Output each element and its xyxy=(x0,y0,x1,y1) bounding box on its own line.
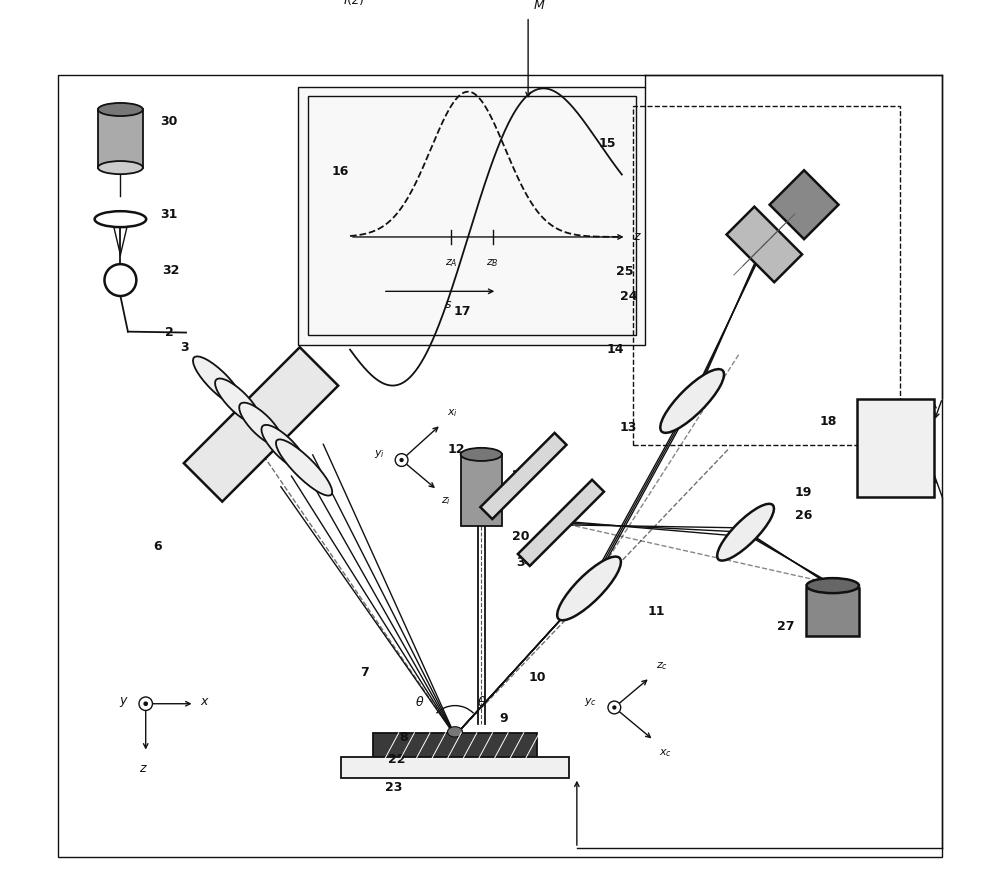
Ellipse shape xyxy=(239,402,283,446)
Text: 11: 11 xyxy=(648,606,665,619)
Ellipse shape xyxy=(95,211,146,228)
Text: 6: 6 xyxy=(154,540,162,553)
Text: $x_c$: $x_c$ xyxy=(659,747,672,759)
Text: $z_c$: $z_c$ xyxy=(656,660,668,672)
Text: 25: 25 xyxy=(616,265,633,278)
Text: $M$: $M$ xyxy=(533,0,545,12)
Ellipse shape xyxy=(276,439,332,495)
Text: 22: 22 xyxy=(388,752,406,766)
Polygon shape xyxy=(184,347,338,501)
Text: 18: 18 xyxy=(819,415,837,428)
Ellipse shape xyxy=(557,556,621,620)
Polygon shape xyxy=(727,206,802,283)
Text: 19: 19 xyxy=(795,487,812,500)
Text: 31: 31 xyxy=(160,208,177,221)
Ellipse shape xyxy=(717,504,774,561)
Bar xyxy=(98,109,143,168)
Circle shape xyxy=(608,701,621,714)
Text: 10: 10 xyxy=(529,671,546,684)
Text: $y$: $y$ xyxy=(119,695,129,709)
Text: $I(z)$: $I(z)$ xyxy=(343,0,363,7)
Circle shape xyxy=(612,705,617,710)
Bar xyxy=(857,399,934,497)
Circle shape xyxy=(395,453,408,466)
Text: $\theta$: $\theta$ xyxy=(477,695,486,709)
Text: $y_i$: $y_i$ xyxy=(374,448,385,460)
Polygon shape xyxy=(480,433,567,519)
Bar xyxy=(461,454,502,526)
Text: 33: 33 xyxy=(194,360,212,373)
Text: $\theta$: $\theta$ xyxy=(415,695,424,709)
Text: $z_A$: $z_A$ xyxy=(445,257,458,270)
Polygon shape xyxy=(518,480,604,566)
Bar xyxy=(633,106,900,445)
Text: 26: 26 xyxy=(795,509,812,522)
Ellipse shape xyxy=(98,161,143,174)
Text: $z_B$: $z_B$ xyxy=(486,257,499,270)
Ellipse shape xyxy=(806,578,859,593)
Ellipse shape xyxy=(261,425,307,471)
Text: 9: 9 xyxy=(499,712,508,725)
Text: 34: 34 xyxy=(517,556,534,569)
Text: 20: 20 xyxy=(512,530,529,543)
Text: 13: 13 xyxy=(620,421,637,434)
Text: 24: 24 xyxy=(620,290,637,303)
Bar xyxy=(341,757,569,778)
Text: $y_c$: $y_c$ xyxy=(584,696,597,708)
Text: 16: 16 xyxy=(332,164,349,178)
Text: 27: 27 xyxy=(777,620,795,634)
Ellipse shape xyxy=(98,103,143,116)
Text: 4: 4 xyxy=(217,378,226,391)
Text: 12: 12 xyxy=(447,444,465,456)
Text: $z_i$: $z_i$ xyxy=(441,495,451,507)
Text: 8: 8 xyxy=(399,731,408,744)
Text: $x_i$: $x_i$ xyxy=(447,407,458,419)
Text: $z$: $z$ xyxy=(139,762,148,775)
Ellipse shape xyxy=(448,726,463,737)
Text: 32: 32 xyxy=(163,264,180,277)
Text: 23: 23 xyxy=(385,780,403,794)
Text: 15: 15 xyxy=(599,136,617,150)
Text: $s$: $s$ xyxy=(444,298,453,311)
Bar xyxy=(373,732,537,759)
Text: 21: 21 xyxy=(512,470,529,482)
Text: 5: 5 xyxy=(232,394,241,407)
Circle shape xyxy=(139,697,152,710)
Circle shape xyxy=(399,458,404,462)
Circle shape xyxy=(143,702,148,706)
Text: $z$: $z$ xyxy=(633,230,642,243)
Bar xyxy=(308,96,636,335)
Text: 14: 14 xyxy=(607,343,624,356)
Polygon shape xyxy=(770,171,839,239)
Text: 3: 3 xyxy=(180,341,189,354)
Ellipse shape xyxy=(215,379,261,424)
Text: 2: 2 xyxy=(165,326,174,340)
Ellipse shape xyxy=(660,369,724,433)
Text: $x$: $x$ xyxy=(200,696,210,709)
Ellipse shape xyxy=(461,448,502,461)
Bar xyxy=(298,87,645,345)
Bar xyxy=(806,587,859,636)
Ellipse shape xyxy=(193,356,243,406)
Text: 7: 7 xyxy=(360,666,368,679)
Text: 17: 17 xyxy=(454,305,471,318)
Text: 30: 30 xyxy=(160,116,177,128)
